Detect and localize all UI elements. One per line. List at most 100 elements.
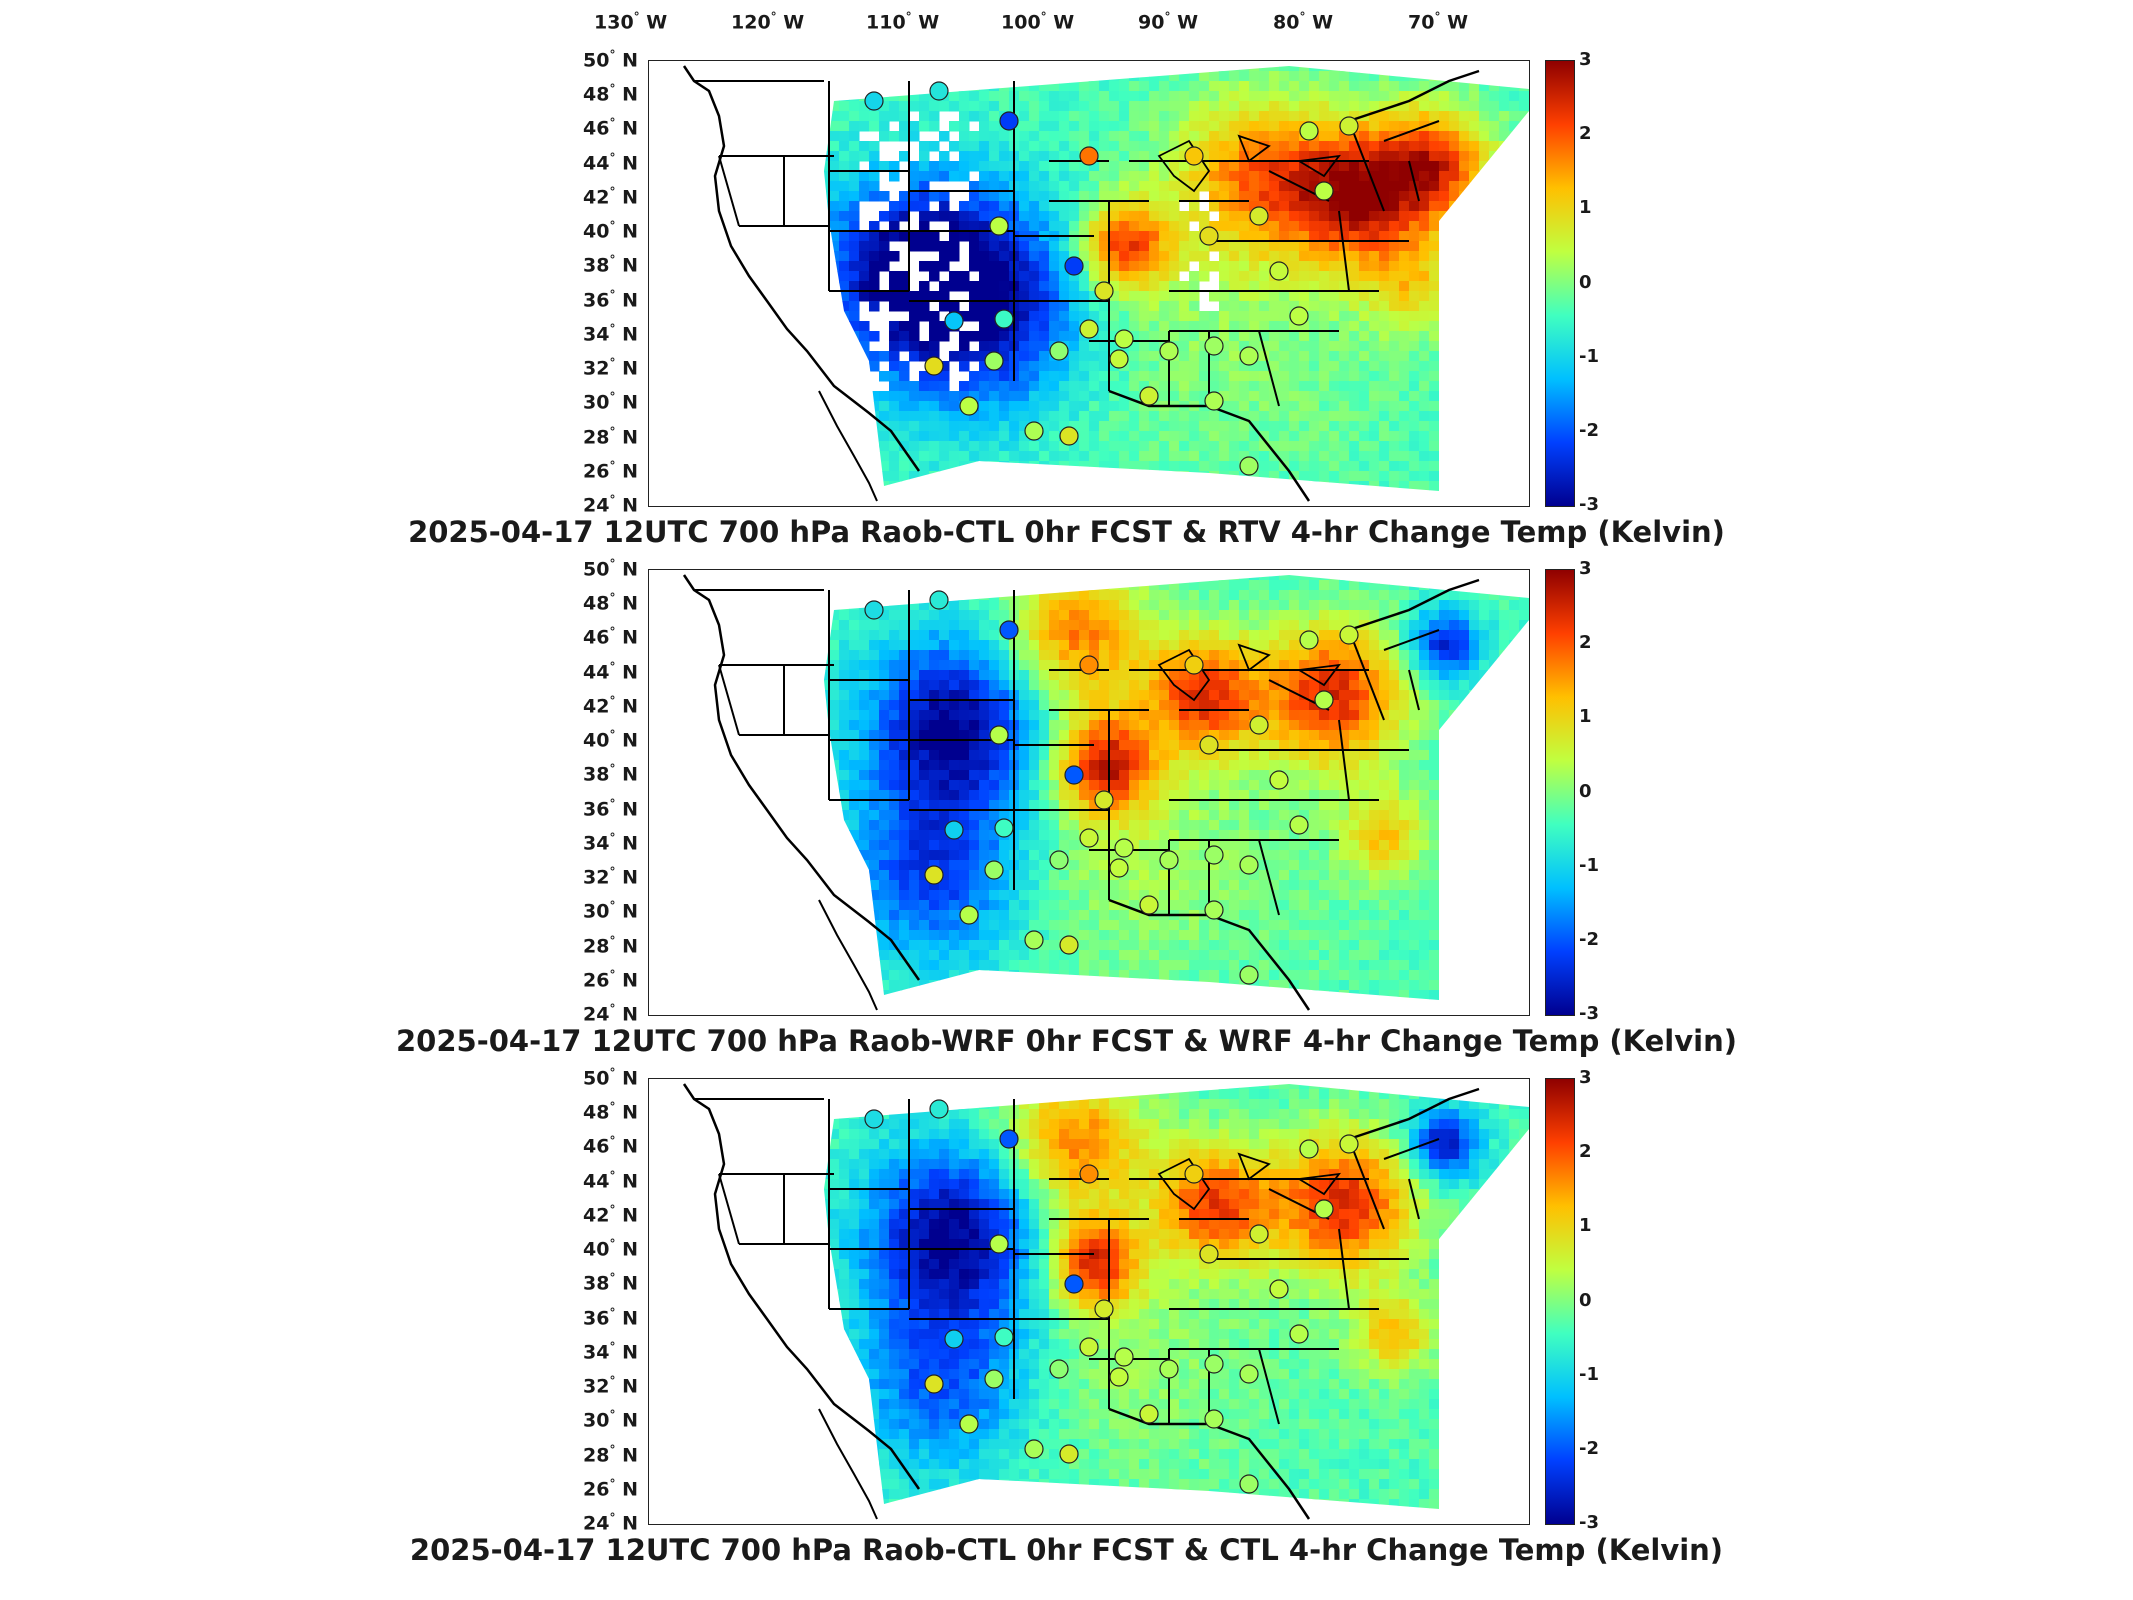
colorbar-tick-label: -3 <box>1579 1512 1599 1533</box>
raob-station-marker <box>1269 261 1289 281</box>
lon-label: 130° W <box>594 10 668 34</box>
raob-station-marker <box>1139 1404 1159 1424</box>
raob-station-marker <box>1184 655 1204 675</box>
raob-station-marker <box>1159 1359 1179 1379</box>
raob-station-marker <box>959 1414 979 1434</box>
coastline-and-borders <box>682 65 1480 502</box>
raob-station-marker <box>1079 655 1099 675</box>
colorbar-tick-label: 3 <box>1579 558 1592 579</box>
lat-label: 48° N <box>583 1100 638 1124</box>
raob-station-marker <box>1289 815 1309 835</box>
lat-label: 30° N <box>583 899 638 923</box>
lat-label: 46° N <box>583 1134 638 1158</box>
raob-station-marker <box>1299 121 1319 141</box>
raob-stations <box>864 590 1359 985</box>
lat-label: 42° N <box>583 1202 638 1227</box>
lat-label: 24° N <box>583 1002 638 1026</box>
raob-station-marker <box>1199 735 1219 755</box>
raob-station-marker <box>864 600 884 620</box>
lat-label: 50° N <box>583 557 638 581</box>
raob-station-marker <box>1289 306 1309 326</box>
raob-station-marker <box>1339 1134 1359 1154</box>
colorbar-tick-label: -2 <box>1579 419 1599 441</box>
lat-label: 48° N <box>583 82 638 106</box>
raob-station-marker <box>1339 625 1359 645</box>
lat-label: 42° N <box>583 184 638 209</box>
raob-station-marker <box>1059 1444 1079 1464</box>
raob-stations <box>864 81 1359 476</box>
raob-station-marker <box>1289 1324 1309 1344</box>
colorbar-tick-label: 0 <box>1579 271 1592 293</box>
raob-station-marker <box>1314 690 1334 710</box>
colorbar-tick-label: 1 <box>1579 1215 1592 1237</box>
colorbar <box>1545 569 1575 1016</box>
raob-station-marker <box>1314 181 1334 201</box>
coastline-and-borders <box>682 574 1480 1011</box>
raob-station-marker <box>944 311 964 331</box>
lat-label: 30° N <box>583 1408 638 1432</box>
lat-label: 26° N <box>583 458 638 483</box>
lat-label: 30° N <box>583 390 638 414</box>
raob-station-marker <box>994 818 1014 838</box>
raob-station-marker <box>1139 895 1159 915</box>
raob-station-marker <box>1314 1199 1334 1219</box>
lat-label: 40° N <box>583 219 638 243</box>
raob-station-marker <box>1024 1439 1044 1459</box>
raob-station-marker <box>989 216 1009 236</box>
raob-station-marker <box>1094 790 1114 810</box>
raob-station-marker <box>1204 336 1224 356</box>
raob-station-marker <box>924 356 944 376</box>
lon-label: 70° W <box>1408 10 1469 34</box>
lat-label: 40° N <box>583 728 638 752</box>
raob-station-marker <box>1049 341 1069 361</box>
raob-station-marker <box>1204 1409 1224 1429</box>
lat-label: 38° N <box>583 762 638 786</box>
raob-station-marker <box>959 905 979 925</box>
lat-label: 32° N <box>583 865 638 889</box>
colorbar-tick-label: 2 <box>1579 1141 1592 1163</box>
colorbar-tick-label: -3 <box>1579 1003 1599 1024</box>
raob-station-marker <box>1239 1474 1259 1494</box>
raob-station-marker <box>1239 1364 1259 1384</box>
lat-label: 42° N <box>583 693 638 718</box>
lat-label: 50° N <box>583 1066 638 1090</box>
lon-label: 100° W <box>1001 10 1075 34</box>
lat-label: 36° N <box>583 287 638 311</box>
raob-station-marker <box>999 620 1019 640</box>
raob-station-marker <box>1079 319 1099 339</box>
lon-label: 80° W <box>1273 10 1334 34</box>
raob-station-marker <box>1159 850 1179 870</box>
raob-station-marker <box>989 1234 1009 1254</box>
raob-station-marker <box>1079 1164 1099 1184</box>
raob-station-marker <box>1199 1244 1219 1264</box>
colorbar-tick-label: 1 <box>1579 706 1592 728</box>
raob-station-marker <box>1049 850 1069 870</box>
raob-station-marker <box>864 1109 884 1129</box>
raob-station-marker <box>929 590 949 610</box>
raob-station-marker <box>1204 900 1224 920</box>
lat-label: 46° N <box>583 625 638 649</box>
lat-label: 26° N <box>583 1476 638 1501</box>
raob-station-marker <box>1239 346 1259 366</box>
raob-station-marker <box>1184 1164 1204 1184</box>
lat-label: 26° N <box>583 967 638 992</box>
raob-station-marker <box>1249 715 1269 735</box>
lat-label: 44° N <box>583 659 638 684</box>
colorbar-tick-label: -2 <box>1579 928 1599 950</box>
raob-station-marker <box>1299 630 1319 650</box>
lat-label: 48° N <box>583 591 638 615</box>
raob-station-marker <box>1249 206 1269 226</box>
colorbar-tick-label: 3 <box>1579 1067 1592 1088</box>
lat-label: 36° N <box>583 796 638 820</box>
raob-station-marker <box>924 1374 944 1394</box>
colorbar-tick-label: 2 <box>1579 123 1592 145</box>
lat-label: 24° N <box>583 1511 638 1535</box>
raob-station-marker <box>1109 1367 1129 1387</box>
colorbar-tick-label: -1 <box>1579 1363 1599 1385</box>
raob-station-marker <box>999 1129 1019 1149</box>
raob-station-marker <box>1199 226 1219 246</box>
lat-label: 34° N <box>583 830 638 855</box>
raob-station-marker <box>1059 935 1079 955</box>
raob-station-marker <box>1079 146 1099 166</box>
raob-station-marker <box>1079 828 1099 848</box>
